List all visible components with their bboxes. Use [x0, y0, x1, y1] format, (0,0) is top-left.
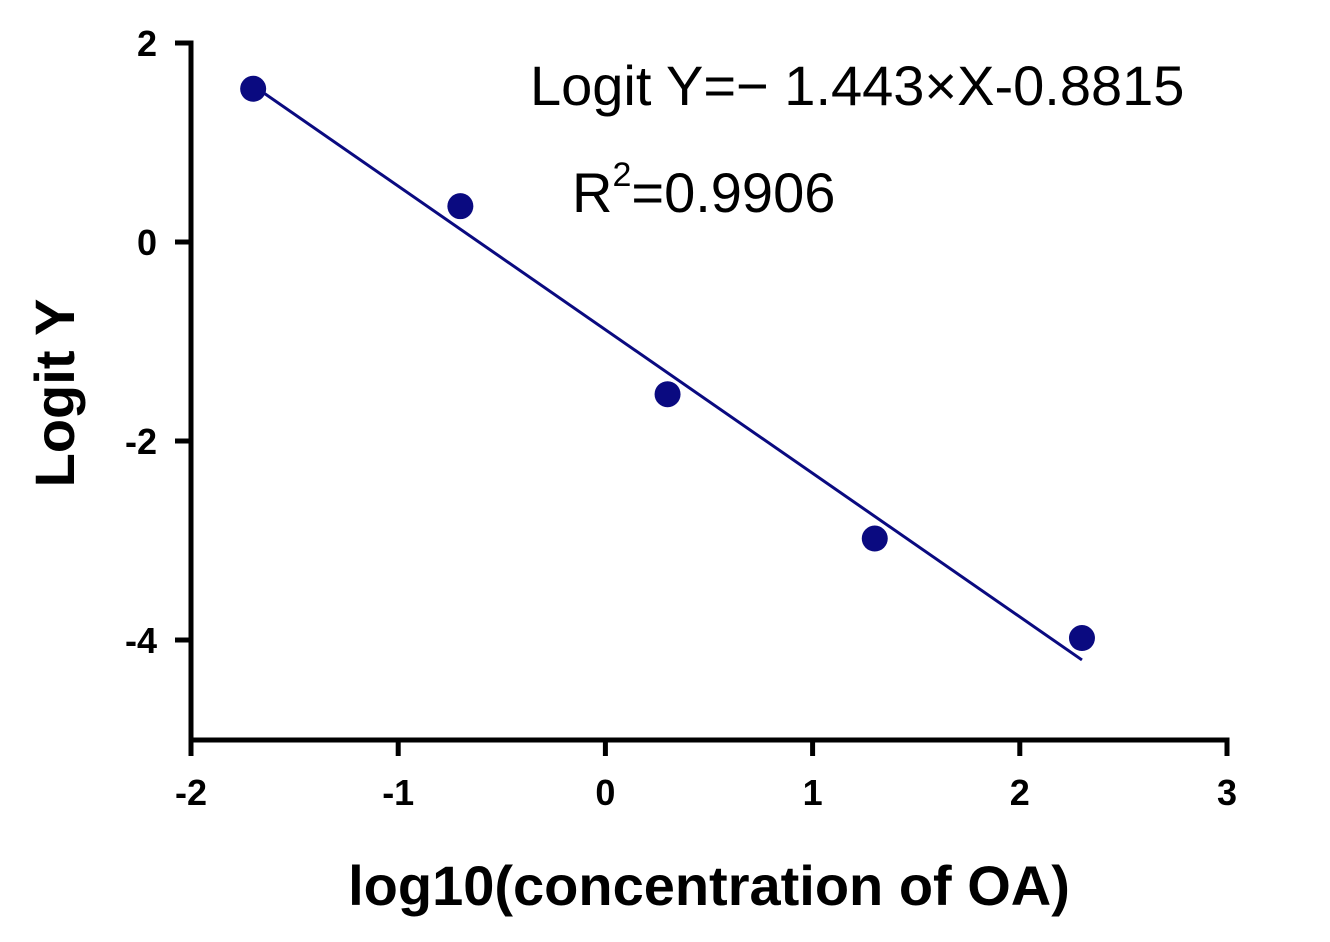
data-point [240, 75, 267, 102]
x-tick-label: 3 [1217, 772, 1237, 813]
data-point [447, 193, 474, 220]
r-squared-superscript: 2 [612, 156, 631, 194]
y-axis-title: Logit Y [23, 299, 86, 488]
ticks: -2 -1 0 1 2 3 2 0 -2 -4 [125, 23, 1237, 813]
plot-area [240, 75, 1095, 662]
equation-annotation: Logit Y=− 1.443×X-0.8815 [530, 54, 1184, 117]
x-axis-title: log10(concentration of OA) [348, 854, 1070, 917]
y-tick-label: -2 [125, 421, 157, 462]
r-squared-value: =0.9906 [631, 161, 835, 224]
x-tick-label: 2 [1010, 772, 1030, 813]
fit-line [252, 84, 1083, 662]
x-tick-label: 0 [595, 772, 615, 813]
x-tick-label: -2 [175, 772, 207, 813]
r-squared-annotation: R2=0.9906 [572, 156, 835, 224]
data-point [1068, 625, 1095, 652]
y-tick-label: 0 [137, 222, 157, 263]
y-tick-label: 2 [137, 23, 157, 64]
r-squared-prefix: R [572, 161, 612, 224]
x-tick-label: 1 [803, 772, 823, 813]
y-tick-label: -4 [125, 620, 157, 661]
data-point [861, 525, 888, 552]
data-point [654, 381, 681, 408]
x-tick-label: -1 [382, 772, 414, 813]
